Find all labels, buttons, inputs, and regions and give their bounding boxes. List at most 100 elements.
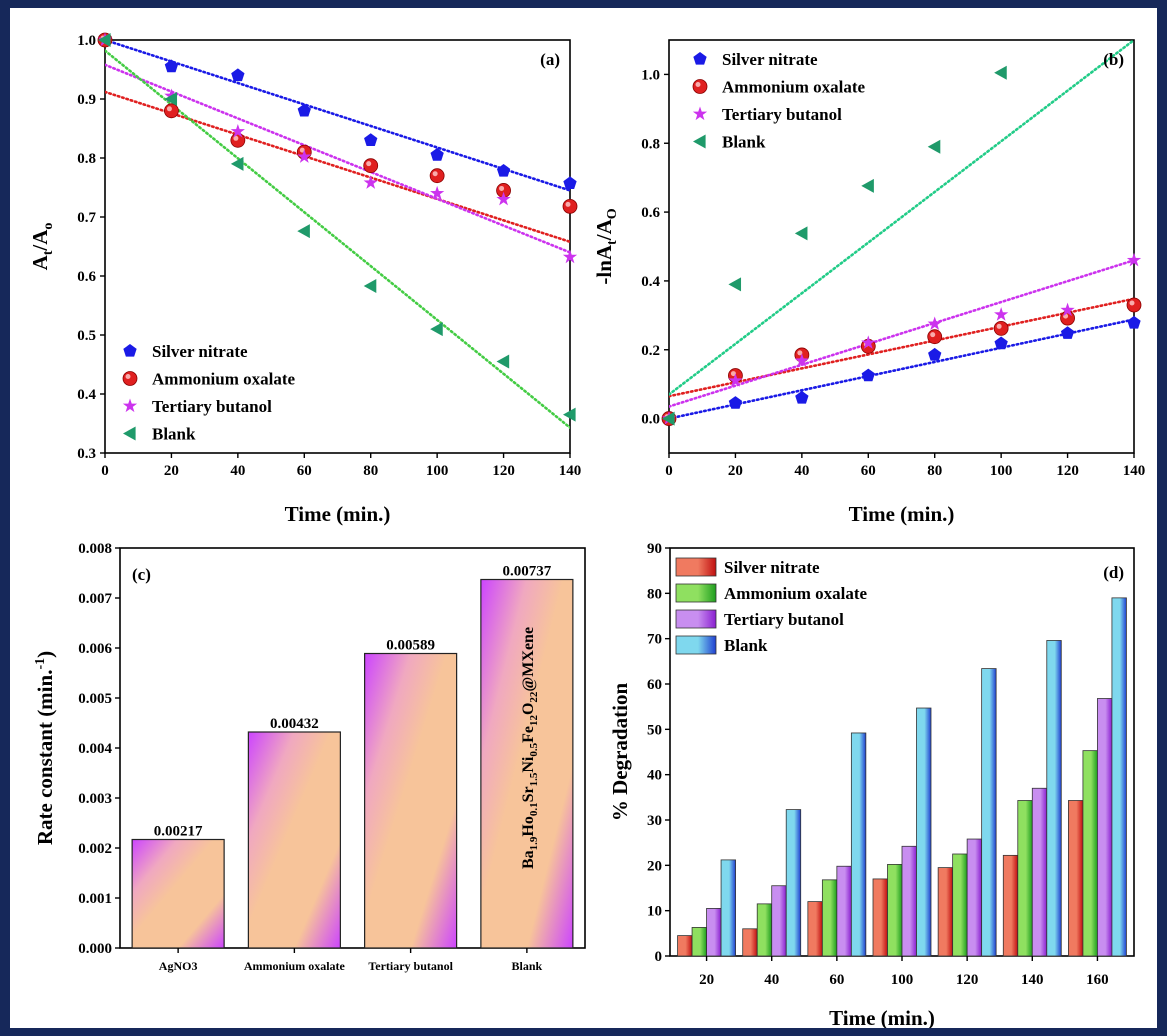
bar-value-label: 0.00737 xyxy=(503,564,552,580)
data-point-3 xyxy=(728,277,742,292)
bar-value-label: 0.00589 xyxy=(386,638,435,654)
formula-part: O xyxy=(520,703,537,715)
data-point-1-shine xyxy=(366,161,372,167)
x-tick-label: 20 xyxy=(728,463,743,479)
x-tick-label: 20 xyxy=(164,463,179,479)
bar xyxy=(480,578,574,949)
formula-part: 1.5 xyxy=(528,772,540,786)
legend-swatch xyxy=(675,635,717,655)
legend-marker-shine xyxy=(695,82,701,87)
panel-d: 0 10 20 30 40 50 60 70 80 90 20 40 60 100 120 140 160 Sil… xyxy=(608,541,1135,1028)
y-axis-label: % Degradation xyxy=(608,683,632,822)
legend-swatch xyxy=(675,609,717,629)
data-point-1 xyxy=(1060,310,1075,326)
y-tick-label: 1.0 xyxy=(641,67,660,83)
y-tick-label: 0.006 xyxy=(78,641,112,657)
data-point-2 xyxy=(496,191,511,206)
bar-value-label: 0.00217 xyxy=(154,824,203,840)
plot-area xyxy=(668,39,1135,454)
y-tick-label: 0.003 xyxy=(78,791,112,807)
data-point-3 xyxy=(994,65,1007,80)
x-axis-label: Time (min.) xyxy=(829,1006,935,1028)
legend-label: Silver nitrate xyxy=(724,558,820,577)
bar-0 xyxy=(1002,854,1019,957)
x-tick-label: 80 xyxy=(927,463,942,479)
data-point-2 xyxy=(927,316,942,331)
data-point-1-shine xyxy=(233,135,239,141)
y-tick-label: 0.002 xyxy=(78,841,112,857)
y-tick-label: 0.7 xyxy=(77,210,96,226)
legend-label: Tertiary butanol xyxy=(152,397,272,416)
data-point-1-shine xyxy=(565,201,571,207)
x-category-label: 140 xyxy=(1021,972,1044,988)
data-point-1 xyxy=(363,158,379,174)
data-point-3 xyxy=(363,279,377,294)
y-tick-label: 0.8 xyxy=(77,151,96,167)
y-tick-label: 0.8 xyxy=(641,136,660,152)
data-point-3 xyxy=(297,224,310,239)
data-point-2 xyxy=(861,335,876,349)
y-tick-label: 0 xyxy=(655,949,663,965)
bar-2 xyxy=(1097,698,1113,957)
data-point-1 xyxy=(164,103,179,119)
bar-3 xyxy=(981,668,997,957)
bar-1 xyxy=(1082,750,1098,957)
y-axis-label-part: -lnA xyxy=(592,244,616,285)
x-category-label: 40 xyxy=(764,972,779,988)
data-point-1-shine xyxy=(930,332,936,338)
y-tick-label: 0.4 xyxy=(641,274,660,290)
legend-marker xyxy=(693,52,707,65)
x-category-label: AgNO3 xyxy=(159,959,198,973)
data-point-1 xyxy=(429,168,445,184)
fit-line-2 xyxy=(669,258,1134,408)
y-tick-label: 60 xyxy=(647,677,662,693)
y-axis-label: -lnAt/AO xyxy=(592,208,620,284)
panel-b: 0 20 40 60 80 100 120 140 0.0 0.2 0.4 0.6 0.8 1.0 Silv… xyxy=(592,39,1145,526)
bar-0 xyxy=(872,878,888,957)
data-point-3 xyxy=(861,178,874,193)
bar-1 xyxy=(756,903,773,957)
data-point-1 xyxy=(230,132,246,148)
figure-canvas: 0 20 40 60 80 100 120 1400.30.40.50.60.70.80.91… xyxy=(28,32,1145,1028)
y-tick-label: 0.000 xyxy=(78,941,112,957)
y-axis-label-sup: -1 xyxy=(33,658,48,670)
x-category-label: 60 xyxy=(829,972,844,988)
y-tick-label: 0.005 xyxy=(78,691,112,707)
fit-line-0 xyxy=(105,40,570,192)
x-tick-label: 120 xyxy=(1056,463,1079,479)
data-point-3 xyxy=(496,354,510,369)
y-axis-label: Rate constant (min.-1) xyxy=(33,651,57,845)
formula-part: 1.9 xyxy=(528,836,540,850)
data-point-2 xyxy=(297,149,312,163)
bar-0 xyxy=(807,901,823,957)
panel-c: 0.000 0.001 0.002 0.003 0.004 0.005 0.006 0.007… xyxy=(33,541,586,973)
data-point-0 xyxy=(861,368,875,382)
y-tick-label: 40 xyxy=(647,768,662,784)
data-point-0 xyxy=(364,133,378,146)
bar-0 xyxy=(677,935,693,957)
data-point-2 xyxy=(1126,252,1142,267)
data-point-3 xyxy=(662,411,675,426)
data-point-0 xyxy=(1127,315,1141,329)
data-point-1-shine xyxy=(730,371,736,377)
legend-label: Silver nitrate xyxy=(152,342,248,361)
data-point-1-shine xyxy=(166,106,172,112)
x-category-label: Tertiary butanol xyxy=(368,959,453,973)
data-point-0 xyxy=(496,163,511,177)
data-point-1-shine xyxy=(996,323,1002,329)
formula-part: Ni xyxy=(520,756,537,773)
y-tick-label: 0.4 xyxy=(77,387,96,403)
y-tick-label: 0.9 xyxy=(77,92,96,108)
data-point-1 xyxy=(562,198,578,214)
data-point-3 xyxy=(98,33,111,47)
figure-frame: 0 20 40 60 80 100 120 140 0.3 0.4 0.5 0.6 0.7 0.8 0.9 1… xyxy=(10,8,1157,1028)
data-point-3 xyxy=(430,322,443,337)
fit-line-3 xyxy=(669,40,1134,396)
legend-marker xyxy=(123,426,136,441)
data-point-0 xyxy=(928,347,942,361)
y-tick-label: 0.0 xyxy=(641,412,660,428)
bar-value-label: 0.00432 xyxy=(270,716,319,732)
panel-label: (c) xyxy=(132,565,151,584)
data-point-3 xyxy=(794,226,808,241)
bar-1 xyxy=(1017,800,1033,957)
